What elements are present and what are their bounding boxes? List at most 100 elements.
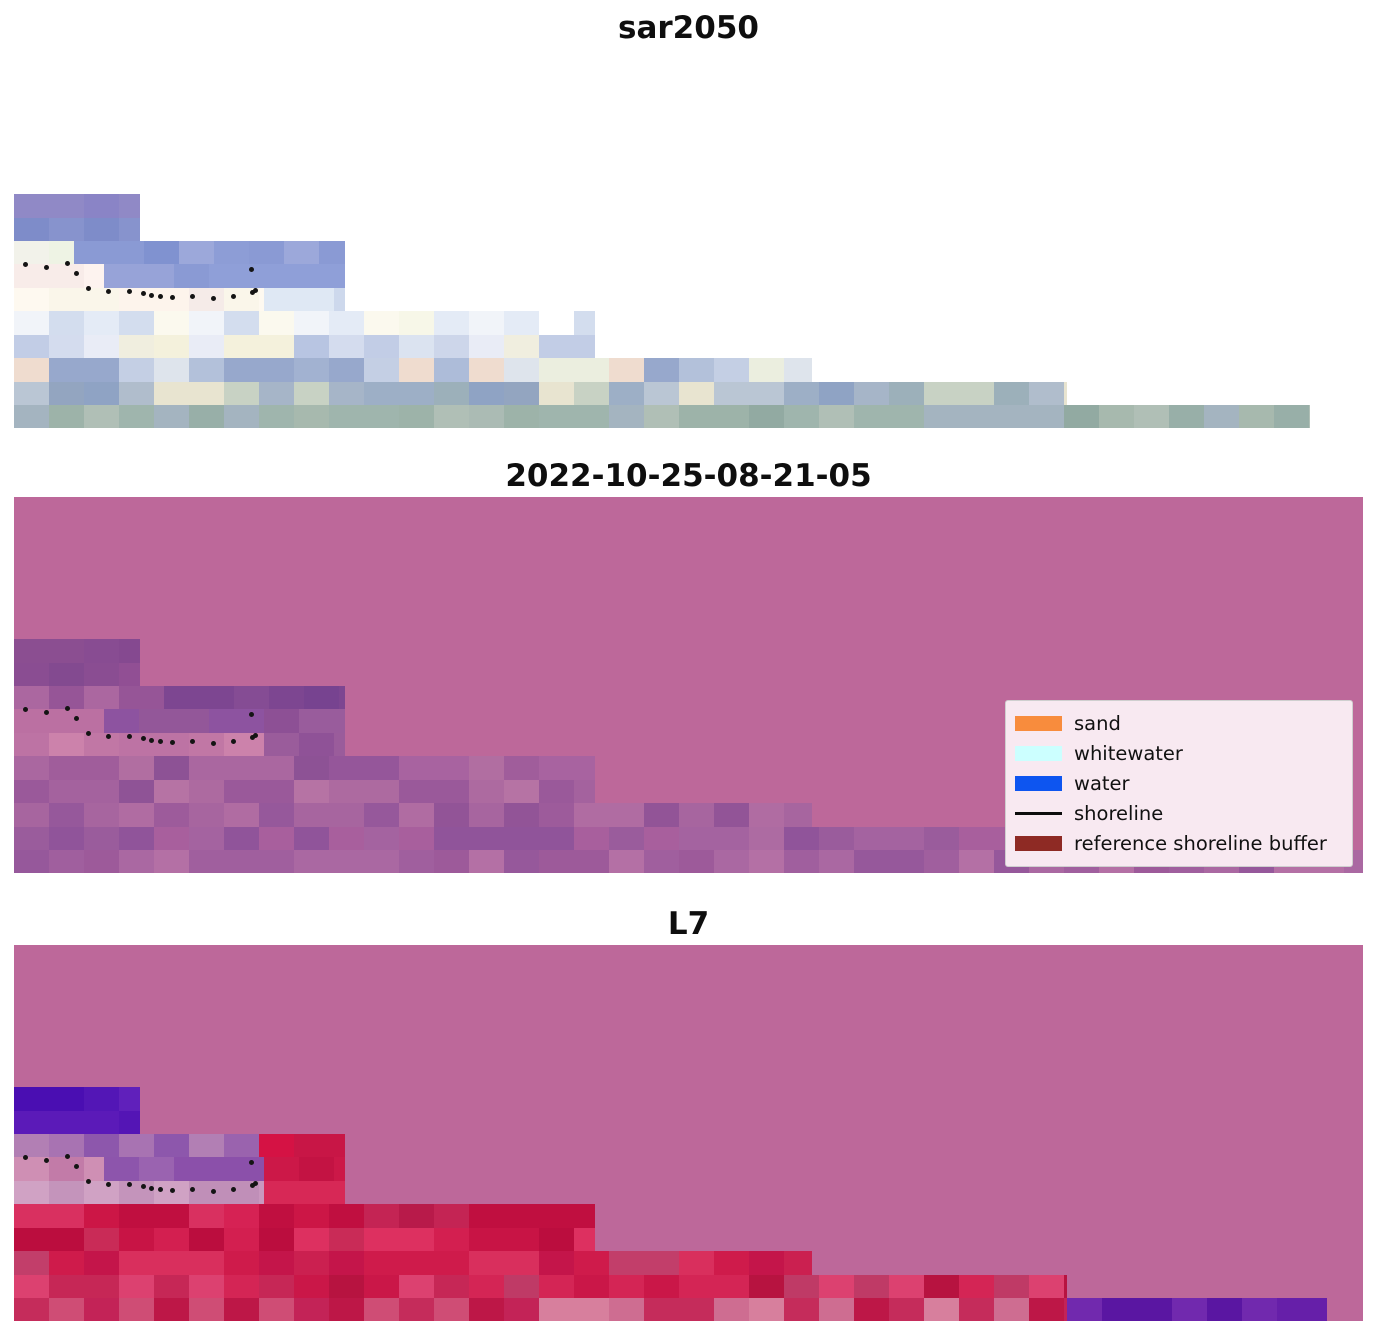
image-cell bbox=[49, 264, 84, 288]
shoreline-dot bbox=[44, 1158, 49, 1163]
image-cell bbox=[224, 803, 259, 827]
image-cell bbox=[574, 358, 609, 382]
image-cell bbox=[1169, 405, 1204, 428]
image-cell bbox=[259, 1275, 294, 1298]
image-cell bbox=[154, 1251, 189, 1275]
image-cell bbox=[329, 1251, 364, 1275]
image-cell bbox=[14, 780, 49, 803]
image-cell bbox=[469, 382, 504, 405]
panel-title-l7: L7 bbox=[667, 906, 710, 942]
image-cell bbox=[259, 1134, 294, 1157]
image-cell bbox=[49, 194, 84, 218]
image-cell bbox=[1137, 1298, 1172, 1321]
image-cell bbox=[749, 1251, 784, 1275]
image-cell bbox=[539, 1228, 574, 1251]
image-cell bbox=[399, 1204, 434, 1228]
image-cell bbox=[504, 335, 539, 358]
image-cell bbox=[539, 850, 574, 873]
image-cell bbox=[679, 382, 714, 405]
image-cell bbox=[119, 218, 140, 241]
image-cell bbox=[49, 803, 84, 827]
image-cell bbox=[574, 382, 609, 405]
image-cell bbox=[14, 663, 49, 686]
image-cell bbox=[644, 827, 679, 850]
image-cell bbox=[784, 850, 819, 873]
shoreline-dot bbox=[190, 1187, 195, 1192]
image-cell bbox=[154, 803, 189, 827]
image-cell bbox=[399, 358, 434, 382]
image-cell bbox=[329, 382, 364, 405]
image-cell bbox=[539, 311, 574, 335]
shoreline-dot bbox=[65, 706, 70, 711]
image-cell bbox=[49, 241, 74, 264]
image-cell bbox=[399, 850, 434, 873]
image-cell bbox=[104, 264, 139, 288]
shoreline-dot bbox=[74, 716, 79, 721]
image-cell bbox=[174, 709, 209, 733]
image-cell bbox=[679, 1251, 714, 1275]
image-cell bbox=[154, 850, 189, 873]
image-cell bbox=[139, 1157, 174, 1181]
image-cell bbox=[84, 405, 119, 428]
image-cell bbox=[14, 686, 49, 709]
image-cell bbox=[84, 1111, 119, 1134]
image-cell bbox=[1064, 382, 1067, 405]
image-cell bbox=[189, 850, 224, 873]
image-cell bbox=[259, 1228, 294, 1251]
image-cell bbox=[889, 1298, 924, 1321]
image-cell bbox=[139, 264, 174, 288]
image-cell bbox=[1064, 1298, 1067, 1321]
image-cell bbox=[784, 1251, 812, 1275]
image-cell bbox=[84, 803, 119, 827]
image-cell bbox=[574, 1251, 609, 1275]
image-cell bbox=[154, 780, 189, 803]
image-cell bbox=[924, 1298, 959, 1321]
image-cell bbox=[224, 405, 259, 428]
image-cell bbox=[14, 358, 49, 382]
image-cell bbox=[714, 1251, 749, 1275]
image-cell bbox=[269, 686, 304, 709]
image-cell bbox=[854, 827, 889, 850]
image-cell bbox=[334, 1181, 345, 1204]
shoreline-dot bbox=[249, 1160, 254, 1165]
image-cell bbox=[49, 850, 84, 873]
image-cell bbox=[574, 827, 609, 850]
image-cell bbox=[119, 1204, 154, 1228]
image-cell bbox=[189, 311, 224, 335]
image-cell bbox=[854, 1275, 889, 1298]
image-cell bbox=[574, 405, 609, 428]
image-cell bbox=[399, 1298, 434, 1321]
image-cell bbox=[14, 1228, 49, 1251]
image-cell bbox=[469, 827, 504, 850]
legend-item-shoreline: shoreline bbox=[1015, 798, 1343, 828]
image-cell bbox=[84, 382, 119, 405]
image-cell bbox=[264, 733, 299, 756]
image-cell bbox=[14, 264, 49, 288]
image-cell bbox=[49, 1111, 84, 1134]
image-cell bbox=[364, 803, 399, 827]
image-cell bbox=[154, 1204, 189, 1228]
image-cell bbox=[49, 1134, 84, 1157]
shoreline-dot bbox=[65, 1154, 70, 1159]
shoreline-dot bbox=[86, 731, 91, 736]
image-cell bbox=[644, 405, 679, 428]
image-cell bbox=[294, 1298, 329, 1321]
image-cell bbox=[259, 733, 264, 756]
image-cell bbox=[609, 358, 644, 382]
shoreline-dot bbox=[231, 294, 236, 299]
image-cell bbox=[84, 1181, 119, 1204]
image-cell bbox=[329, 1204, 364, 1228]
legend-label-shoreline: shoreline bbox=[1074, 801, 1164, 825]
image-cell bbox=[504, 850, 539, 873]
shoreline-dot bbox=[127, 734, 132, 739]
image-cell bbox=[14, 1157, 49, 1181]
image-cell bbox=[749, 850, 784, 873]
shoreline-dot bbox=[106, 289, 111, 294]
image-cell bbox=[329, 1134, 345, 1157]
image-cell bbox=[314, 264, 345, 288]
image-cell bbox=[644, 1275, 679, 1298]
image-cell bbox=[119, 1111, 140, 1134]
image-cell bbox=[154, 1275, 189, 1298]
shoreline-dot bbox=[253, 1181, 258, 1186]
image-cell bbox=[294, 850, 329, 873]
